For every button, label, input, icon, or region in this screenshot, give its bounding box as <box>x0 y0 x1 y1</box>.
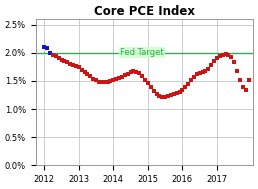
Text: Fed Target: Fed Target <box>120 48 164 57</box>
Title: Core PCE Index: Core PCE Index <box>94 5 195 18</box>
